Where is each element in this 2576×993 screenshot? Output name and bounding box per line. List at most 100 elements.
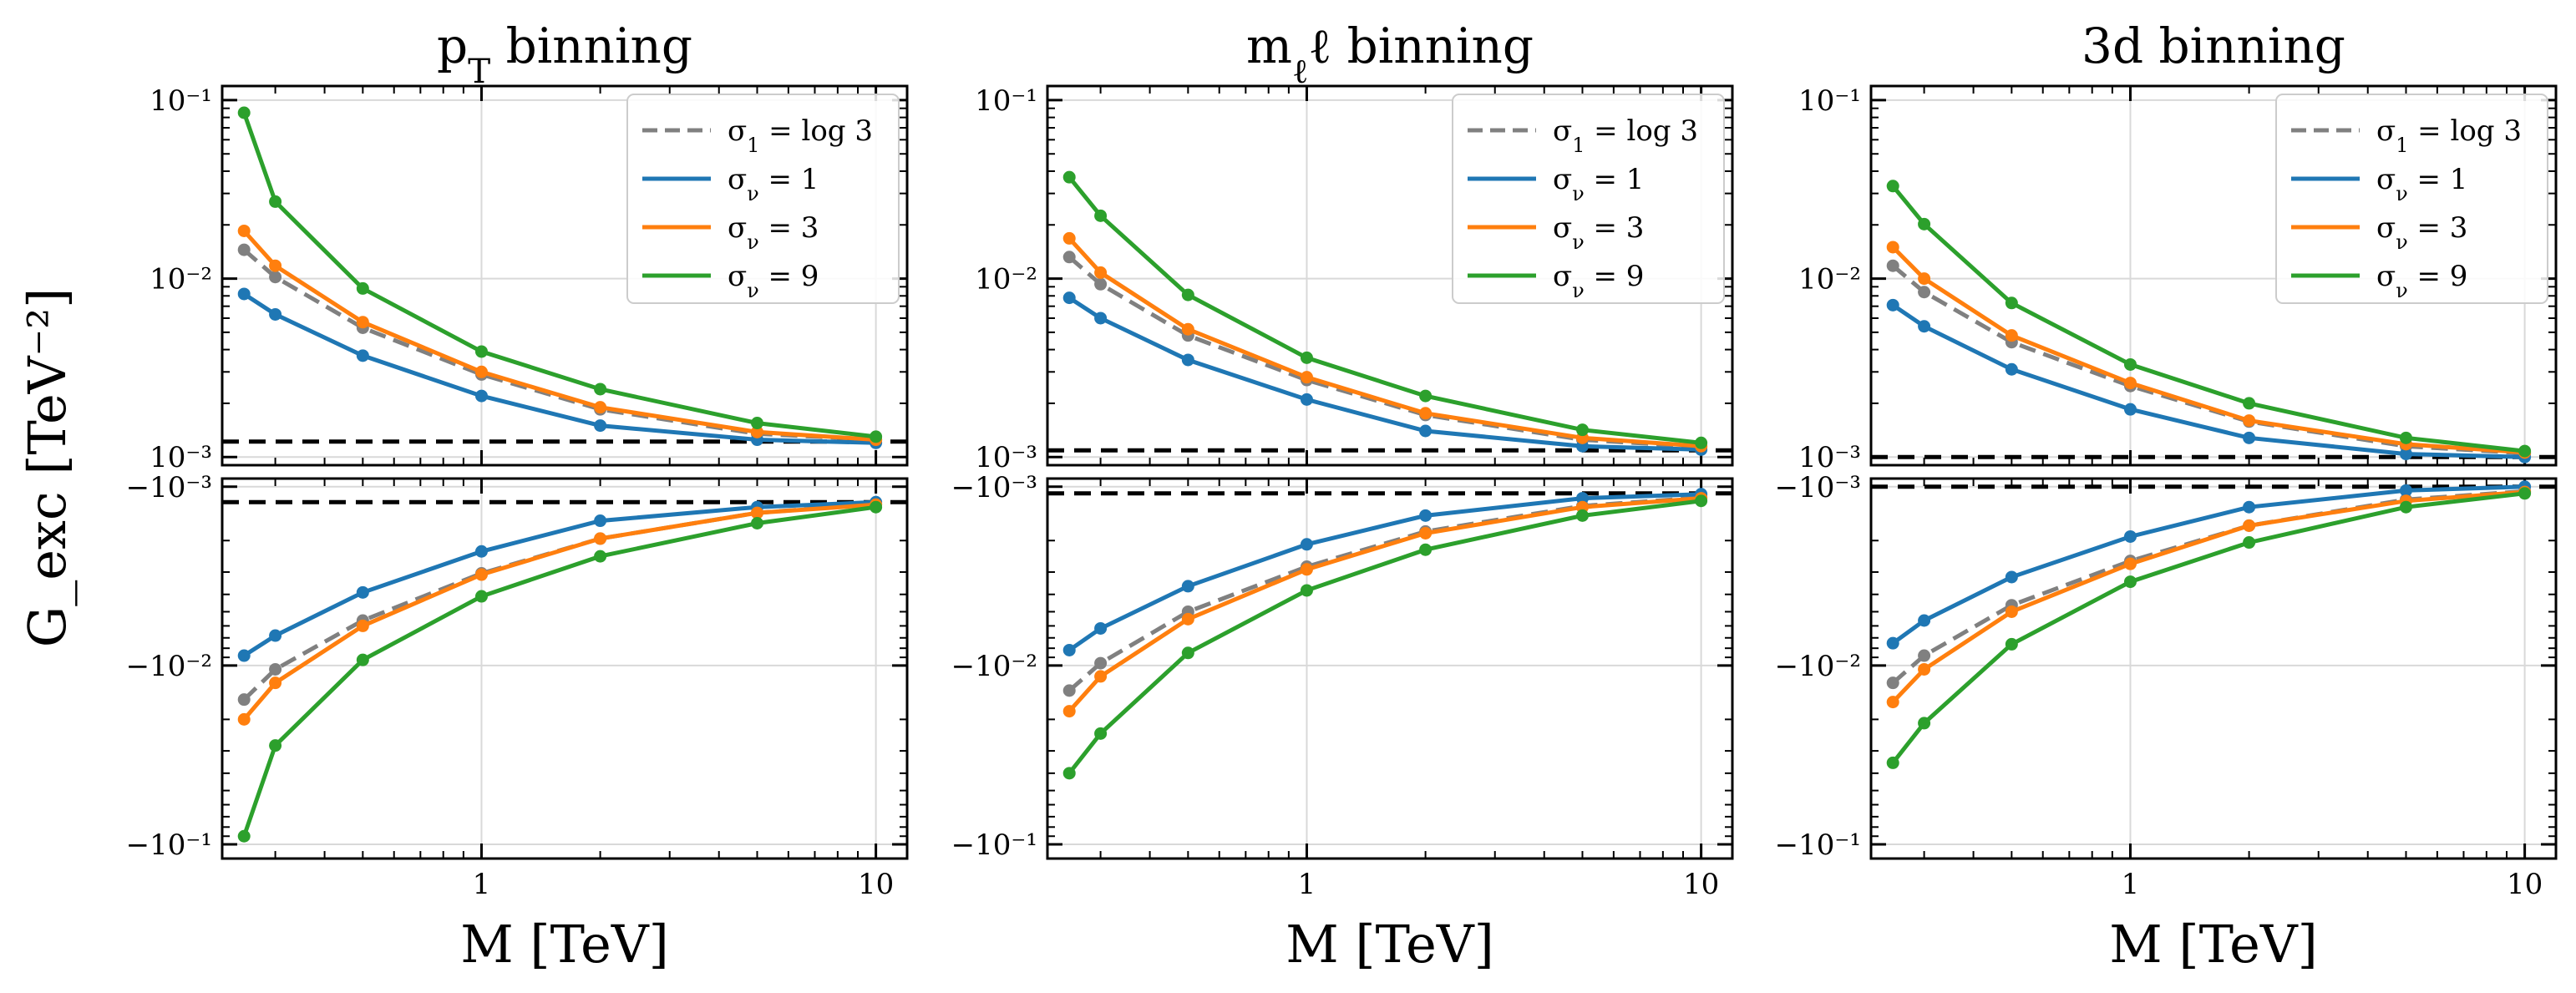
legend-box: [1452, 94, 1725, 304]
data-point: [1094, 621, 1108, 635]
axes-frame-top: [1046, 84, 1734, 467]
data-point: [1181, 580, 1194, 593]
data-point: [356, 619, 369, 632]
data-point: [1094, 266, 1108, 279]
data-point: [1695, 494, 1708, 508]
data-point: [2005, 570, 2018, 584]
data-point: [2005, 329, 2018, 342]
data-point: [1918, 717, 1931, 730]
data-point: [1181, 288, 1194, 301]
data-point: [2243, 431, 2256, 444]
data-point: [2243, 414, 2256, 428]
data-point: [269, 739, 282, 752]
data-point: [1695, 436, 1708, 449]
axes-frame-top: [221, 84, 909, 467]
data-point: [1094, 727, 1108, 740]
data-point: [237, 693, 251, 707]
data-point: [2123, 357, 2137, 371]
data-point: [1419, 424, 1433, 438]
y-tick-label-top: 10⁻³: [150, 441, 212, 474]
series-2: [1062, 291, 1708, 656]
data-point: [1419, 407, 1433, 420]
data-point: [1094, 670, 1108, 683]
panel-2: mℓℓ binning 1 10 10⁻³ 10⁻² 10⁻¹ −10⁻³ −10⁻² −10⁻…: [951, 18, 1734, 975]
legend-label: σ1 = log 3: [2376, 114, 2522, 157]
data-point: [1181, 353, 1194, 367]
y-tick-label-top: 10⁻²: [150, 263, 212, 296]
data-point: [2005, 605, 2018, 618]
series-2: [237, 287, 883, 662]
data-point: [594, 419, 607, 433]
data-point: [1575, 492, 1589, 505]
y-tick-label-top: 10⁻³: [975, 441, 1037, 474]
panel-3: 3d binning 1 10 10⁻³ 10⁻² 10⁻¹ −10⁻³ −10⁻² −10⁻¹…: [1775, 18, 2558, 975]
legend-label: σν = 1: [728, 163, 819, 205]
data-point: [2399, 448, 2412, 461]
x-axis-label: M [TeV]: [1285, 914, 1494, 975]
legend: σ1 = log 3 σν = 1 σν = 3 σν = 9: [2275, 94, 2548, 304]
data-point: [2123, 403, 2137, 416]
legend: σ1 = log 3 σν = 1 σν = 3 σν = 9: [626, 94, 900, 304]
data-point: [237, 106, 251, 119]
data-point: [1300, 563, 1313, 576]
axes-frame-top: [1869, 84, 2558, 467]
x-tick-label: 1: [2122, 868, 2140, 901]
data-point: [1886, 636, 1899, 650]
data-point: [1300, 538, 1313, 551]
data-point: [2243, 536, 2256, 550]
legend-label: σν = 1: [2376, 163, 2467, 205]
x-tick-label: 10: [858, 868, 894, 901]
x-tick-label: 10: [2507, 868, 2543, 901]
data-point: [1094, 209, 1108, 222]
data-point: [1300, 584, 1313, 597]
legend-label: σν = 3: [2376, 211, 2467, 254]
data-point: [1062, 767, 1076, 780]
data-point: [237, 712, 251, 726]
data-point: [474, 345, 488, 358]
data-point: [1062, 170, 1076, 184]
data-point: [750, 417, 763, 430]
data-point: [269, 259, 282, 272]
y-tick-label-top: 10⁻¹: [150, 84, 212, 118]
axes-frame-bottom: [221, 477, 909, 860]
data-point: [1181, 646, 1194, 660]
data-point: [1886, 180, 1899, 193]
panel-1: pT binning 1 10 10⁻³ 10⁻² 10⁻¹ −10⁻³ −10⁻² −10⁻¹…: [126, 18, 909, 975]
data-point: [2123, 529, 2137, 543]
series-3: [1062, 231, 1708, 718]
legend-box: [2275, 94, 2548, 304]
data-point: [594, 532, 607, 545]
series-1: [237, 243, 883, 707]
data-point: [1062, 705, 1076, 718]
series-line-negative: [241, 504, 876, 838]
data-point: [1886, 696, 1899, 709]
legend-label: σν = 3: [728, 211, 819, 254]
data-point: [1918, 614, 1931, 627]
data-point: [1419, 526, 1433, 540]
data-point: [750, 517, 763, 530]
data-point: [1062, 251, 1076, 264]
axes-frame-bottom: [1869, 477, 2558, 860]
data-point: [474, 365, 488, 378]
data-point: [269, 676, 282, 690]
y-tick-label-top: 10⁻²: [975, 263, 1037, 296]
panel-title: 3d binning: [2082, 18, 2345, 74]
data-point: [269, 307, 282, 321]
data-point: [1575, 509, 1589, 522]
y-tick-label-bottom: −10⁻²: [1775, 650, 1861, 683]
y-tick-label-top: 10⁻³: [1798, 441, 1861, 474]
data-point: [269, 271, 282, 284]
data-point: [1918, 649, 1931, 662]
data-point: [2243, 500, 2256, 514]
data-point: [474, 568, 488, 581]
series-1: [1062, 251, 1708, 697]
y-tick-label-bottom: −10⁻¹: [1775, 828, 1861, 862]
data-point: [870, 430, 883, 443]
data-point: [2123, 575, 2137, 589]
series-4: [1062, 170, 1708, 780]
data-point: [1062, 643, 1076, 656]
legend-box: [626, 94, 900, 304]
x-axis-label: M [TeV]: [2109, 914, 2318, 975]
data-point: [1300, 351, 1313, 364]
data-point: [1419, 389, 1433, 403]
